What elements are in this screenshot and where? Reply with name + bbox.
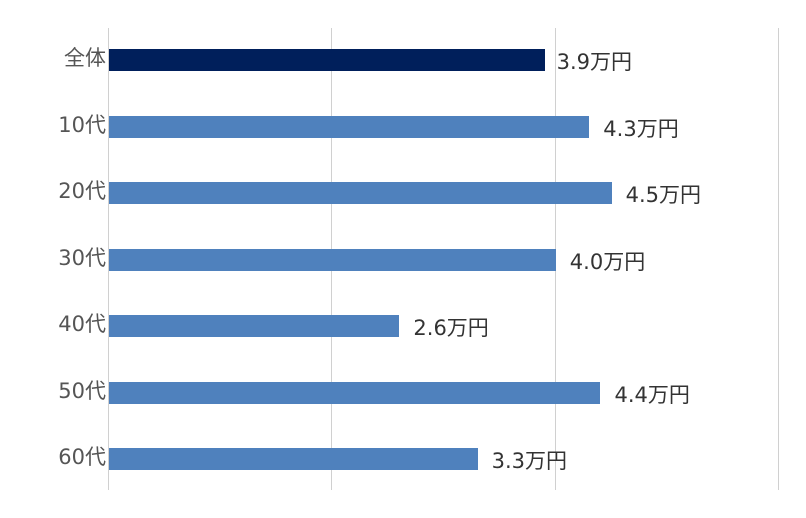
data-label: 4.0万円	[569, 250, 646, 274]
bar	[109, 448, 478, 470]
data-label: 3.3万円	[491, 449, 568, 473]
category-label: 全体	[64, 46, 106, 70]
gridline	[108, 28, 109, 490]
bar	[109, 249, 556, 271]
data-label: 2.6万円	[413, 316, 489, 340]
data-label: 4.3万円	[603, 117, 679, 141]
bar	[109, 49, 545, 71]
data-label: 3.9万円	[556, 50, 633, 74]
category-label: 10代	[58, 113, 106, 137]
gridline	[778, 28, 780, 490]
data-label: 4.5万円	[625, 183, 702, 207]
data-label: 4.4万円	[614, 383, 690, 407]
category-label: 20代	[58, 179, 106, 203]
bar	[109, 315, 400, 337]
category-label: 60代	[58, 445, 106, 469]
category-label: 30代	[58, 246, 106, 270]
bar	[109, 182, 612, 204]
category-label: 50代	[58, 379, 106, 403]
bar	[109, 116, 590, 138]
category-label: 40代	[58, 312, 106, 336]
bar	[109, 382, 601, 404]
